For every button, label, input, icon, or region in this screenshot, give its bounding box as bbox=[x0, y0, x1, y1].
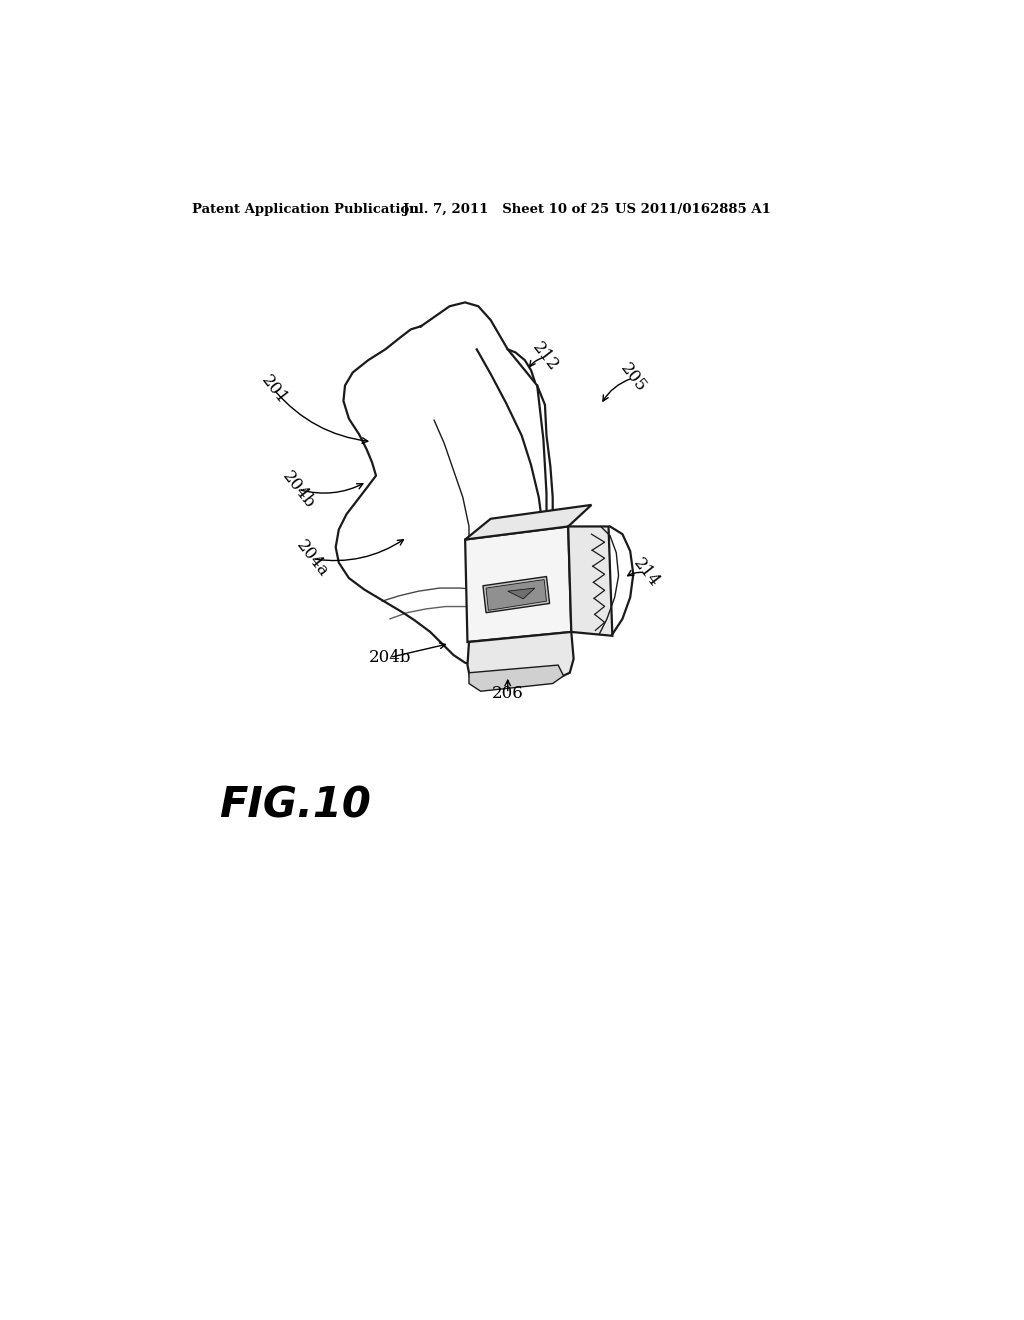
Text: 204b: 204b bbox=[369, 649, 412, 665]
Text: 201: 201 bbox=[257, 372, 290, 407]
Text: 205: 205 bbox=[616, 360, 650, 396]
Polygon shape bbox=[467, 632, 573, 686]
Text: Patent Application Publication: Patent Application Publication bbox=[191, 203, 418, 216]
Text: 214: 214 bbox=[629, 554, 663, 590]
Text: 204b: 204b bbox=[279, 467, 318, 511]
Text: US 2011/0162885 A1: US 2011/0162885 A1 bbox=[614, 203, 771, 216]
Polygon shape bbox=[568, 527, 612, 636]
Polygon shape bbox=[486, 579, 547, 610]
Polygon shape bbox=[483, 577, 550, 612]
Text: 204a: 204a bbox=[293, 537, 332, 581]
Text: 206: 206 bbox=[492, 685, 523, 702]
Text: FIG.10: FIG.10 bbox=[219, 784, 372, 826]
Text: 212: 212 bbox=[528, 339, 561, 375]
Polygon shape bbox=[469, 665, 563, 692]
Polygon shape bbox=[508, 589, 535, 599]
Polygon shape bbox=[465, 506, 592, 540]
Text: Jul. 7, 2011   Sheet 10 of 25: Jul. 7, 2011 Sheet 10 of 25 bbox=[403, 203, 609, 216]
Polygon shape bbox=[336, 302, 553, 667]
Polygon shape bbox=[465, 527, 571, 642]
